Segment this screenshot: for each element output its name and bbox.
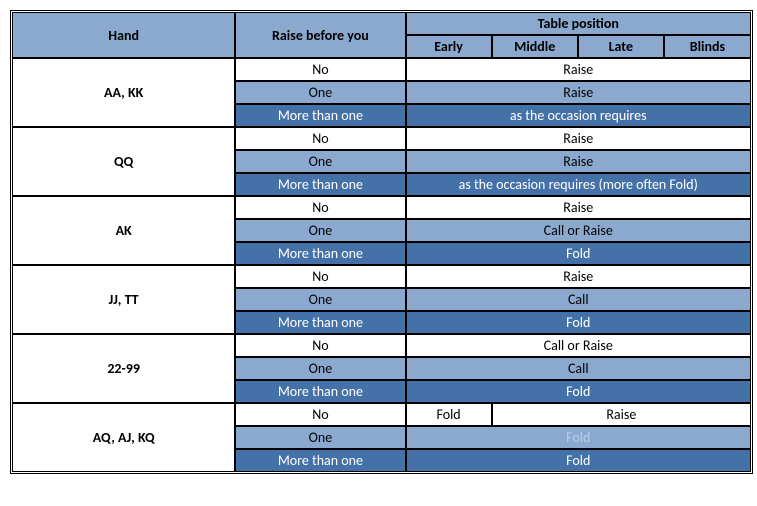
raise-before-cell: No <box>235 403 405 426</box>
raise-before-cell: One <box>235 81 405 104</box>
action-cell: as the occasion requires (more often Fol… <box>406 173 750 196</box>
hand-cell: QQ <box>13 127 235 196</box>
raise-before-cell: No <box>235 265 405 288</box>
action-cell: Raise <box>406 150 750 173</box>
poker-preflop-table-container: HandRaise before youTable positionEarlyM… <box>10 10 753 474</box>
raise-before-cell: No <box>235 334 405 357</box>
action-cell: Call or Raise <box>406 219 750 242</box>
action-cell: Fold <box>406 426 750 449</box>
raise-before-cell: More than one <box>235 242 405 265</box>
header-pos-late: Late <box>578 35 664 58</box>
action-cell: Call <box>406 357 750 380</box>
action-cell: Fold <box>406 449 750 471</box>
raise-before-cell: No <box>235 196 405 219</box>
poker-preflop-table: HandRaise before youTable positionEarlyM… <box>13 13 750 471</box>
hand-cell: AA, KK <box>13 58 235 127</box>
hand-cell: AK <box>13 196 235 265</box>
action-cell-right: Raise <box>492 403 750 426</box>
raise-before-cell: More than one <box>235 104 405 127</box>
hand-cell: JJ, TT <box>13 265 235 334</box>
header-raise-before: Raise before you <box>235 13 405 58</box>
hand-cell: AQ, AJ, KQ <box>13 403 235 471</box>
raise-before-cell: One <box>235 219 405 242</box>
header-hand: Hand <box>13 13 235 58</box>
header-table-position: Table position <box>406 13 750 35</box>
raise-before-cell: No <box>235 127 405 150</box>
action-cell: as the occasion requires <box>406 104 750 127</box>
hand-cell: 22-99 <box>13 334 235 403</box>
raise-before-cell: One <box>235 150 405 173</box>
raise-before-cell: No <box>235 58 405 81</box>
raise-before-cell: One <box>235 357 405 380</box>
action-cell-left: Fold <box>406 403 492 426</box>
header-pos-blinds: Blinds <box>664 35 750 58</box>
action-cell: Call or Raise <box>406 334 750 357</box>
action-cell: Raise <box>406 58 750 81</box>
raise-before-cell: One <box>235 426 405 449</box>
raise-before-cell: More than one <box>235 380 405 403</box>
action-cell: Raise <box>406 196 750 219</box>
raise-before-cell: More than one <box>235 311 405 334</box>
action-cell: Fold <box>406 242 750 265</box>
raise-before-cell: One <box>235 288 405 311</box>
header-pos-middle: Middle <box>492 35 578 58</box>
action-cell: Raise <box>406 81 750 104</box>
raise-before-cell: More than one <box>235 173 405 196</box>
action-cell: Fold <box>406 380 750 403</box>
action-cell: Call <box>406 288 750 311</box>
action-cell: Raise <box>406 265 750 288</box>
header-pos-early: Early <box>406 35 492 58</box>
action-cell: Raise <box>406 127 750 150</box>
raise-before-cell: More than one <box>235 449 405 471</box>
action-cell: Fold <box>406 311 750 334</box>
